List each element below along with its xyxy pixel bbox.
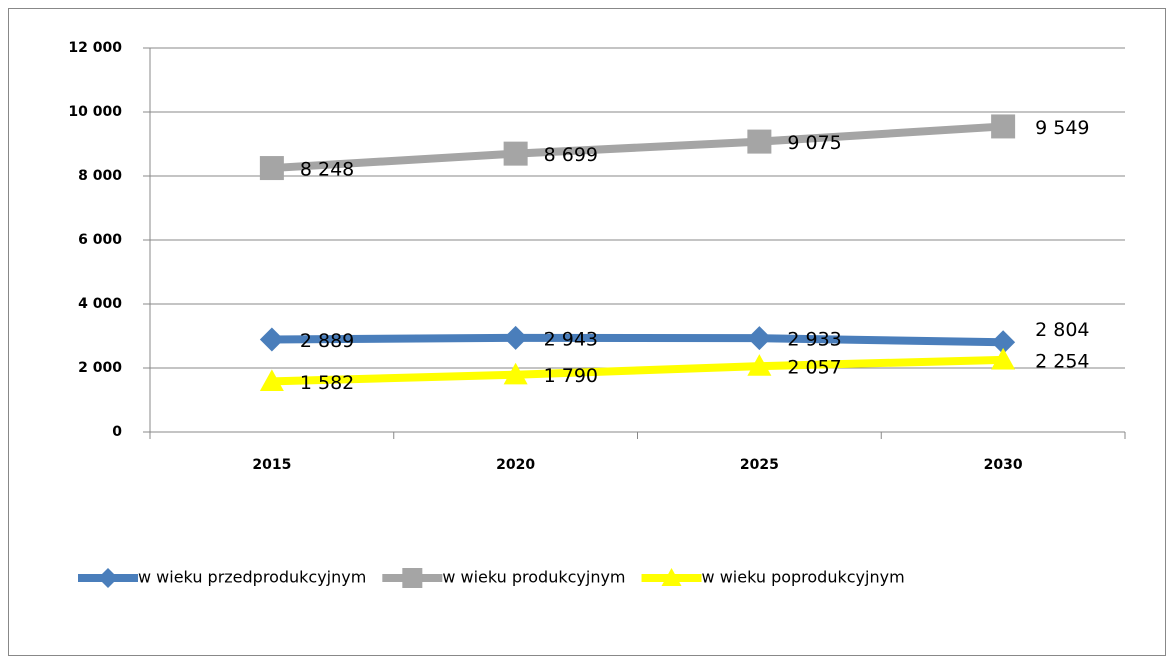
- x-tick-label: 2030: [984, 457, 1023, 473]
- marker: [503, 362, 528, 385]
- marker: [747, 354, 772, 376]
- y-tick-label: 4 000: [78, 296, 122, 312]
- data-label: 2 943: [544, 328, 598, 350]
- series-line: [271, 122, 1004, 173]
- y-tick-label: 0: [112, 424, 122, 440]
- data-label: 1 790: [544, 365, 598, 387]
- marker: [991, 114, 1016, 139]
- series-line: [271, 355, 1004, 386]
- y-tick-label: 12 000: [68, 40, 122, 56]
- data-label: 1 582: [300, 372, 354, 394]
- legend-label: w wieku poprodukcyjnym: [702, 568, 905, 587]
- marker: [991, 347, 1016, 370]
- legend-label: w wieku produkcyjnym: [442, 568, 625, 587]
- marker: [259, 327, 284, 352]
- legend-marker: [402, 568, 423, 588]
- data-label: 2 804: [1035, 319, 1089, 341]
- legend-marker: [98, 568, 118, 588]
- legend-label: w wieku przedprodukcyjnym: [138, 568, 366, 587]
- marker: [991, 330, 1016, 355]
- x-tick-label: 2015: [252, 457, 291, 473]
- data-label: 8 248: [300, 159, 354, 181]
- marker: [503, 141, 528, 166]
- y-tick-label: 2 000: [78, 360, 122, 376]
- y-tick-label: 6 000: [78, 232, 122, 248]
- y-tick-label: 8 000: [78, 168, 122, 184]
- data-label: 2 889: [300, 330, 354, 352]
- data-label: 8 699: [544, 144, 598, 166]
- x-tick-label: 2025: [740, 457, 779, 473]
- marker: [747, 326, 772, 351]
- data-label: 9 549: [1035, 117, 1089, 139]
- data-label: 2 254: [1035, 350, 1089, 372]
- y-tick-label: 10 000: [68, 104, 122, 120]
- legend-marker: [661, 568, 682, 586]
- chart-border: [8, 8, 1166, 656]
- x-tick-label: 2020: [496, 457, 535, 473]
- series-line: [271, 333, 1004, 347]
- data-label: 9 075: [787, 132, 841, 154]
- marker: [747, 129, 772, 154]
- marker: [503, 325, 528, 350]
- data-label: 2 933: [787, 329, 841, 351]
- marker: [259, 156, 284, 181]
- data-label: 2 057: [787, 357, 841, 379]
- marker: [259, 369, 284, 391]
